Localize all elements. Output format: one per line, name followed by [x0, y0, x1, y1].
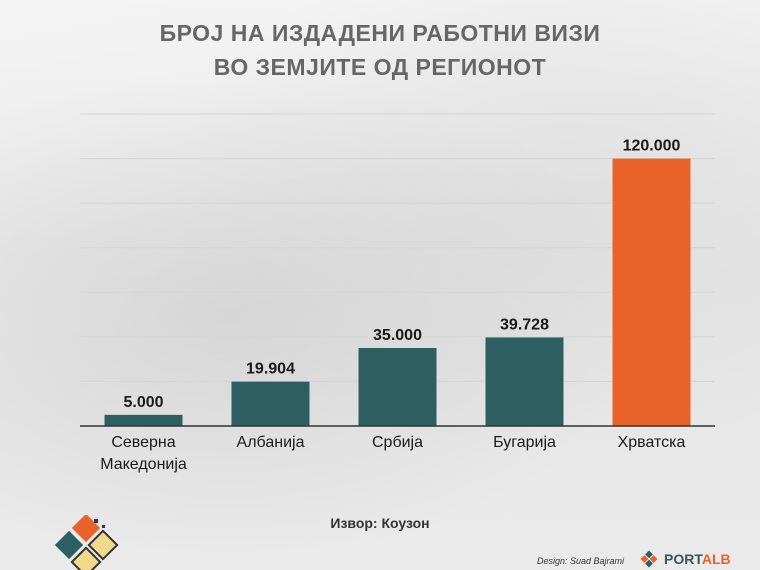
data-label: 39.728	[500, 316, 549, 333]
source-label: Извор: Коузон	[330, 515, 430, 531]
bar	[358, 348, 437, 426]
bar	[104, 414, 183, 426]
x-tick-label: Албанија	[237, 434, 305, 451]
x-tick-label: Србија	[372, 434, 423, 451]
portalb-wordmark: PORTALB	[664, 551, 731, 567]
portalb-diamond-icon	[640, 550, 658, 568]
bar	[612, 158, 691, 427]
cube-logo-icon	[54, 515, 119, 570]
x-tick-label: Хрватска	[618, 434, 686, 451]
data-label: 19.904	[246, 361, 295, 378]
x-tick-label: Северна	[111, 434, 175, 451]
design-credit: Design: Suad Bajrami	[537, 556, 625, 566]
chart-title-line1: БРОЈ НА ИЗДАДЕНИ РАБОТНИ ВИЗИ	[159, 20, 601, 46]
data-label: 35.000	[373, 327, 422, 344]
bar	[485, 337, 564, 426]
bar	[231, 381, 310, 426]
chart-title-line2: ВО ЗЕМЈИТЕ ОД РЕГИОНОТ	[213, 54, 547, 80]
x-tick-label: Бугарија	[493, 434, 556, 451]
portalb-logo: PORTALB	[640, 548, 760, 570]
data-label: 5.000	[123, 394, 163, 411]
data-label: 120.000	[623, 138, 681, 155]
x-tick-label: Македонија	[100, 456, 187, 473]
